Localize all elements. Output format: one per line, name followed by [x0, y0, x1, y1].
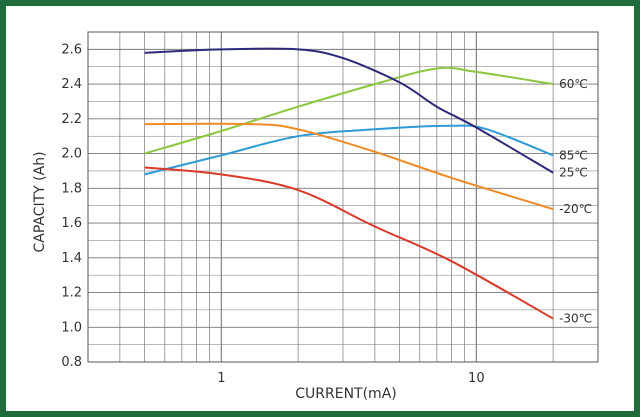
series-label: 60℃ — [559, 77, 588, 91]
y-tick-label: 2.2 — [61, 112, 82, 127]
series-group: 60℃ 85℃ 25℃ -20℃ -30℃ — [144, 47, 592, 326]
series-label: -20℃ — [559, 202, 592, 216]
y-axis-title: CAPACITY (Ah) — [32, 151, 48, 252]
series-label: 85℃ — [559, 148, 588, 162]
y-tick-label: 1.4 — [61, 251, 82, 266]
grid — [87, 31, 599, 363]
y-tick-label: 1.0 — [61, 320, 82, 335]
series-line — [144, 47, 554, 174]
axes: 0.8 1.0 1.2 1.4 1.6 1.8 2.0 2.2 2.4 2.6 1 10 — [61, 31, 599, 386]
y-tick-label: 2.6 — [61, 42, 82, 57]
y-tick-label: 0.8 — [61, 355, 82, 370]
x-tick-label: 10 — [468, 371, 485, 386]
series-line — [144, 124, 554, 176]
series-line — [144, 122, 554, 211]
y-tick-label: 2.0 — [61, 147, 82, 162]
y-tick-label: 1.6 — [61, 216, 82, 231]
y-tick-label: 1.2 — [61, 286, 82, 301]
y-tick-label: 2.4 — [61, 77, 82, 92]
x-tick-label: 1 — [217, 371, 225, 386]
series-line — [144, 166, 554, 320]
y-tick-label: 1.8 — [61, 181, 82, 196]
plot-border — [87, 31, 599, 363]
series-line — [144, 66, 554, 155]
x-axis-title: CURRENT(mA) — [295, 386, 397, 402]
series-label: 25℃ — [559, 166, 588, 180]
series-label: -30℃ — [559, 312, 592, 326]
